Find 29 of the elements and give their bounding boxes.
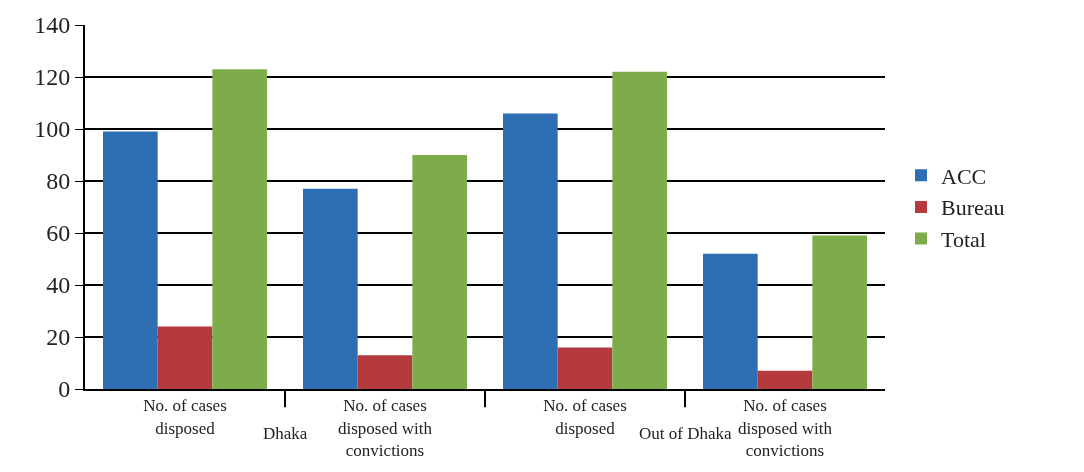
bar bbox=[412, 155, 467, 389]
bar bbox=[157, 326, 213, 389]
legend-label: Bureau bbox=[941, 195, 1005, 221]
y-tick-label: 100 bbox=[34, 116, 71, 143]
bar bbox=[103, 131, 158, 389]
bar bbox=[303, 188, 358, 389]
bar bbox=[757, 370, 813, 389]
bar bbox=[812, 235, 867, 389]
text: Out of Dhaka bbox=[639, 424, 732, 443]
y-tick-label: 140 bbox=[34, 12, 71, 39]
bar bbox=[703, 253, 758, 389]
y-tick-label: 60 bbox=[46, 220, 71, 247]
bar bbox=[212, 69, 267, 389]
text: Dhaka bbox=[263, 424, 308, 443]
y-tick-label: 40 bbox=[46, 272, 71, 299]
bar bbox=[503, 113, 558, 389]
bar bbox=[612, 71, 667, 389]
y-tick-label: 80 bbox=[46, 168, 71, 195]
bar bbox=[357, 355, 413, 389]
x-tick-label: No. of cases disposed bbox=[543, 396, 627, 438]
legend-label: Total bbox=[941, 227, 986, 253]
y-tick-label: 0 bbox=[58, 376, 71, 403]
x-tick-label: No. of cases disposed with convictions bbox=[738, 396, 833, 460]
y-tick-label: 20 bbox=[46, 324, 71, 351]
y-tick-label: 120 bbox=[34, 64, 71, 91]
x-tick-label: No. of cases disposed bbox=[143, 396, 227, 438]
x-tick-label: No. of cases disposed with convictions bbox=[338, 396, 433, 460]
bar bbox=[557, 347, 613, 389]
legend-label: ACC bbox=[941, 163, 987, 189]
